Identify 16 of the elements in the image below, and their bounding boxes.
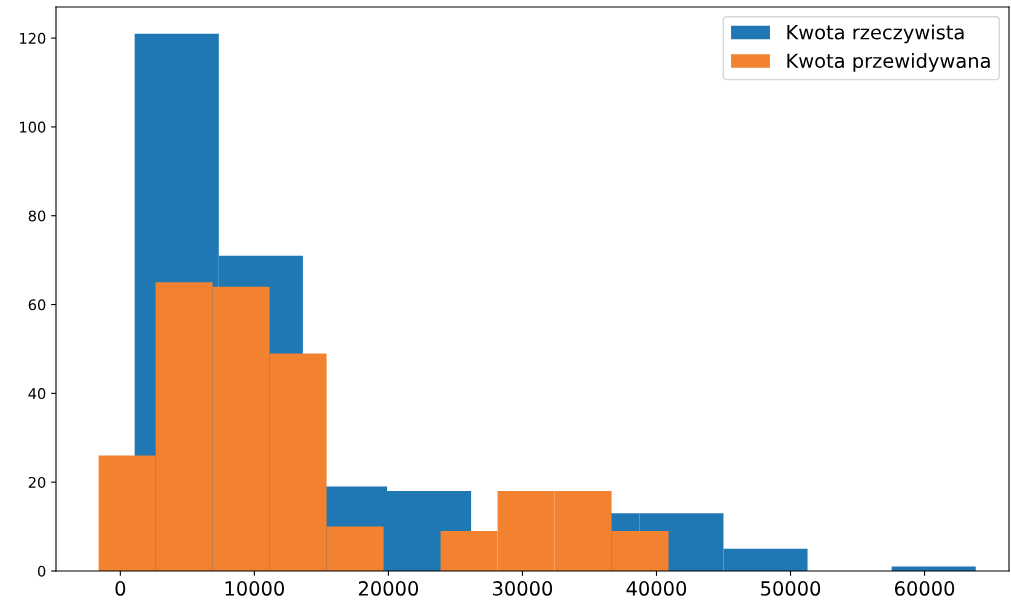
- x-tick-label: 20000: [358, 581, 419, 596]
- x-tick-label: 10000: [225, 581, 285, 596]
- y-tick-label: 40: [28, 388, 46, 400]
- x-tick-label: 0: [115, 581, 126, 596]
- y-tick-label: 100: [20, 121, 46, 133]
- x-tick-label: 40000: [626, 581, 687, 596]
- x-tick-label: 30000: [493, 581, 553, 596]
- y-tick-label: 80: [28, 210, 46, 222]
- y-tick-label: 20: [28, 476, 46, 488]
- legend-label: Kwota przewidywana: [787, 53, 990, 72]
- legend-label: Kwota rzeczywista: [787, 24, 964, 44]
- y-tick-label: 120: [20, 32, 46, 44]
- y-tick-label: 0: [37, 565, 46, 577]
- x-tick-label: 60000: [894, 581, 955, 596]
- y-tick-label: 60: [28, 299, 46, 311]
- x-tick-label: 50000: [761, 581, 821, 596]
